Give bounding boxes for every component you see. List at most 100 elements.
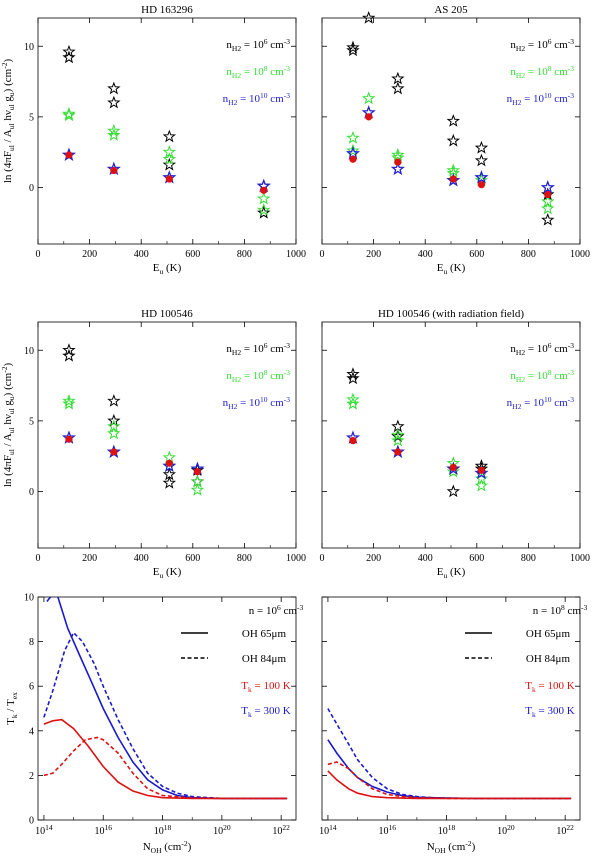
legend-temperature: Tk = 300 K (525, 705, 574, 719)
chart-panel-6: 1014 1016 1018 1020 1022 NOH (cm-2) n = 108 cm… (319, 596, 588, 855)
y-tick-label: 10 (24, 42, 34, 53)
data-point-star (162, 129, 177, 143)
y-tick-label: 0 (29, 816, 34, 827)
x-axis-label: Eu (K) (153, 262, 182, 276)
data-point-star (62, 343, 76, 356)
data-point-observed (394, 448, 402, 456)
data-point-star (474, 465, 489, 480)
data-point-star (540, 180, 555, 194)
plot-frame (37, 596, 297, 821)
data-point-star (257, 203, 271, 216)
chart-panel-1: HD 163296 0 200 400 600 800 1000 0 5 10 Eu (K) ln (… (0, 4, 306, 276)
data-point-star (346, 396, 360, 410)
data-point-star (390, 161, 405, 176)
data-point-star (446, 461, 461, 475)
x-tick-label: 200 (366, 249, 381, 260)
data-point-star (62, 348, 76, 362)
legend-density: n = 106 cm-3 (249, 603, 304, 617)
x-tick-label: 1014 (319, 823, 337, 837)
series-line (43, 736, 288, 800)
chart-title: AS 205 (434, 4, 468, 16)
data-point-star (362, 10, 376, 24)
x-tick-label: 1014 (35, 823, 53, 837)
data-point-star (391, 147, 405, 161)
y-tick-label: 6 (29, 682, 34, 693)
data-point-star (391, 433, 405, 447)
plot-frame (37, 17, 297, 245)
legend-entry: nH2 = 1010 cm-3 (223, 395, 291, 411)
data-point-star (446, 484, 461, 498)
x-tick-label: 1020 (497, 823, 515, 837)
data-point-observed (165, 175, 173, 183)
data-point-observed (193, 468, 202, 476)
x-tick-label: 400 (134, 553, 149, 564)
data-point-star (162, 475, 177, 489)
x-tick-label: 1000 (570, 249, 590, 260)
data-point-star (346, 131, 360, 144)
data-point-star (190, 483, 205, 496)
x-axis-label: Eu (K) (437, 566, 466, 580)
data-point-star (62, 108, 76, 122)
y-tick-label: 10 (24, 593, 34, 604)
x-tick-label: 0 (320, 553, 325, 564)
x-tick-label: 1022 (556, 823, 574, 837)
plot-frame (37, 321, 297, 549)
x-tick-label: 1020 (213, 823, 231, 837)
legend-density: n = 108 cm-3 (533, 603, 588, 617)
data-point-star (446, 114, 461, 127)
legend-entry: nH2 = 1010 cm-3 (507, 395, 575, 411)
data-point-star (107, 95, 121, 109)
data-point-star (362, 91, 376, 105)
data-point-star (391, 427, 405, 441)
data-point-star (107, 128, 121, 141)
y-tick-label: 5 (29, 416, 34, 427)
data-point-observed (260, 186, 268, 194)
data-point-observed (394, 158, 402, 166)
data-point-star (541, 212, 555, 226)
chart-title: HD 100546 (with radiation field) (378, 308, 524, 320)
x-tick-label: 1000 (286, 553, 306, 564)
x-tick-label: 400 (418, 553, 433, 564)
series-line (327, 770, 572, 800)
data-point-star (446, 163, 461, 177)
legend-line-label: OH 84μm (526, 653, 571, 665)
x-tick-label: 600 (185, 249, 200, 260)
x-tick-label: 1018 (438, 823, 456, 837)
y-axis-label: ln (4πFul / Aul hνul gu) (cm-2) (0, 363, 16, 488)
data-point-star (474, 170, 489, 184)
legend-line-label: OH 65μm (242, 628, 287, 640)
chart-title: HD 163296 (141, 4, 193, 16)
x-tick-label: 800 (521, 553, 536, 564)
data-point-star (162, 152, 177, 165)
data-point-star (474, 478, 489, 492)
x-tick-label: 1016 (94, 823, 112, 837)
data-point-observed (110, 448, 118, 456)
x-tick-label: 1022 (272, 823, 290, 837)
data-point-star (107, 426, 121, 440)
legend-entry: nH2 = 108 cm-3 (226, 368, 290, 384)
data-point-star (62, 396, 76, 410)
data-point-star (474, 153, 489, 167)
data-point-star (446, 172, 461, 187)
data-point-observed (449, 175, 457, 183)
x-tick-label: 0 (36, 249, 41, 260)
x-tick-label: 400 (134, 249, 149, 260)
data-point-star (346, 367, 360, 380)
x-tick-label: 1016 (378, 823, 396, 837)
y-tick-label: 5 (29, 112, 34, 123)
x-tick-label: 1018 (154, 823, 172, 837)
x-tick-label: 600 (469, 553, 484, 564)
x-tick-label: 1000 (570, 553, 590, 564)
legend-entry: nH2 = 1010 cm-3 (223, 91, 291, 107)
chart-panel-3: HD 100546 0 200 400 600 800 1000 0 5 10 Eu (K) ln (… (0, 308, 306, 580)
legend-entry: nH2 = 108 cm-3 (510, 368, 574, 384)
y-tick-label: 4 (29, 726, 34, 737)
x-axis-label: NOH (cm-2) (427, 839, 476, 855)
data-point-observed (65, 435, 73, 443)
data-point-observed (477, 466, 486, 474)
data-point-star (62, 44, 76, 58)
y-tick-label: 10 (24, 346, 34, 357)
data-point-observed (65, 151, 73, 159)
legend-entry: nH2 = 108 cm-3 (226, 64, 290, 80)
